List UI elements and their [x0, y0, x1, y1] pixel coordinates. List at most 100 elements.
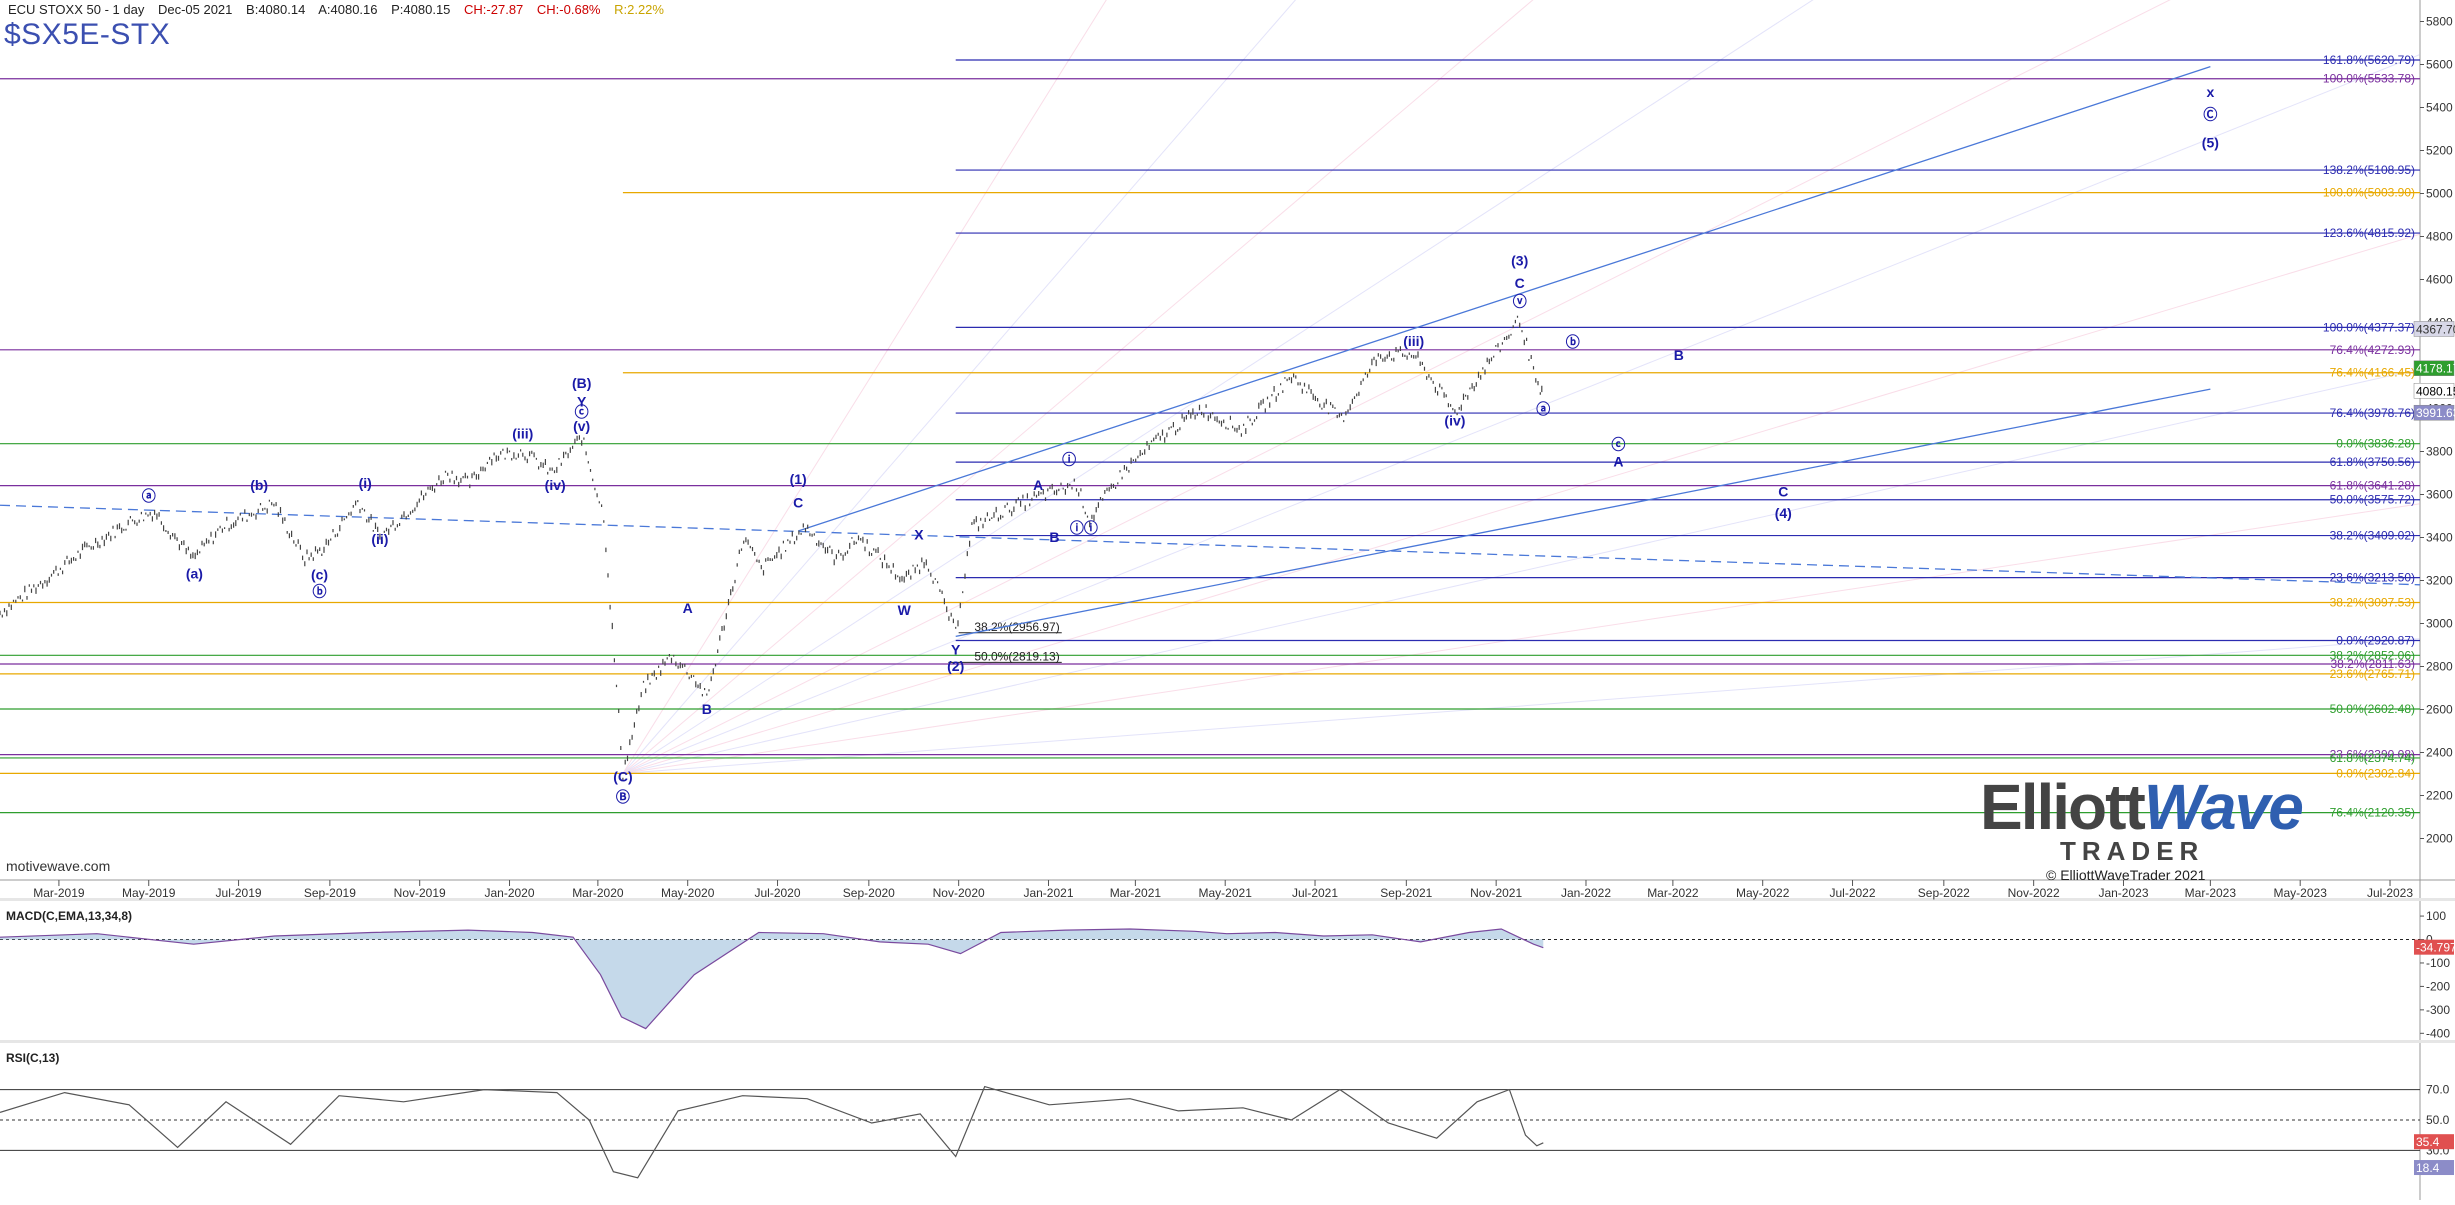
- macd-tick-label: 100: [2426, 909, 2446, 923]
- fan-line: [622, 233, 2421, 774]
- y-tick-label: 2000: [2426, 832, 2453, 846]
- logo-copyright: © ElliottWaveTrader 2021: [2046, 867, 2206, 883]
- price-tag-label: 4367.70: [2416, 322, 2455, 336]
- wave-label: Y: [951, 642, 961, 658]
- fan-line: [622, 368, 2421, 774]
- x-tick-label: Mar-2019: [33, 886, 85, 900]
- price-tag-label: 4080.15: [2416, 384, 2455, 398]
- wave-label: Ⓑ: [616, 789, 630, 805]
- y-tick-label: 3000: [2426, 617, 2453, 631]
- wave-label: (B): [572, 375, 591, 391]
- wave-label: (iv): [1444, 413, 1465, 429]
- x-tick-label: Jul-2022: [1830, 886, 1876, 900]
- fib-level-label: 38.2%(3409.02): [2330, 529, 2415, 543]
- wave-label: C: [1778, 484, 1788, 500]
- x-tick-label: May-2019: [122, 886, 176, 900]
- wave-label: ⓥ: [1513, 293, 1527, 309]
- macd-line: [0, 928, 1544, 1030]
- macd-tick-label: -200: [2426, 979, 2450, 993]
- fan-line: [622, 0, 2171, 774]
- macd-value-box: [2414, 939, 2454, 955]
- wave-label: Ⓒ: [2203, 106, 2217, 122]
- wave-label: (iii): [512, 426, 533, 442]
- x-tick-label: Sep-2019: [304, 886, 356, 900]
- x-tick-label: Jul-2019: [216, 886, 262, 900]
- fan-line: [622, 503, 2421, 774]
- fib-level-label: 61.8%(3750.56): [2330, 455, 2415, 469]
- y-tick-label: 5200: [2426, 144, 2453, 158]
- inline-fib-label: 38.2%(2956.97): [974, 620, 1059, 634]
- x-tick-label: Jul-2020: [755, 886, 801, 900]
- fib-level-label: 38.2%(2852.06): [2330, 648, 2415, 662]
- wave-label: (i): [359, 475, 372, 491]
- wave-label: W: [898, 602, 912, 618]
- y-tick-label: 5400: [2426, 101, 2453, 115]
- panel-divider-macd: [0, 898, 2455, 901]
- change-value: CH:-27.87: [464, 2, 524, 17]
- wave-label: C: [793, 494, 803, 510]
- fib-level-label: 138.2%(5108.95): [2323, 163, 2415, 177]
- trend-line-lower: [955, 388, 2211, 638]
- x-tick-label: Nov-2019: [394, 886, 446, 900]
- x-tick-label: Sep-2021: [1380, 886, 1432, 900]
- logo-wordmark: ElliottWave: [1980, 770, 2304, 844]
- wave-label: B: [702, 701, 712, 717]
- fib-level-label: 0.0%(2920.87): [2336, 634, 2415, 648]
- fib-level-label: 50.0%(2602.48): [2330, 702, 2415, 716]
- price-series: [0, 315, 1543, 781]
- price-tag-label: 4178.17: [2416, 362, 2455, 376]
- wave-label: B: [1049, 529, 1059, 545]
- y-tick-label: 3400: [2426, 531, 2453, 545]
- x-tick-label: Nov-2020: [933, 886, 985, 900]
- wave-label: A: [1613, 454, 1623, 470]
- y-tick-label: 3800: [2426, 445, 2453, 459]
- rsi-signal-value: 18.4: [2416, 1161, 2440, 1175]
- x-tick-label: Jan-2022: [1561, 886, 1611, 900]
- x-tick-label: Mar-2023: [2185, 886, 2237, 900]
- x-tick-label: Mar-2022: [1647, 886, 1699, 900]
- price-tag-box: [2413, 383, 2455, 399]
- y-tick-label: 5800: [2426, 15, 2453, 29]
- x-tick-label: Jan-2023: [2098, 886, 2148, 900]
- wave-label: ⓑ: [313, 584, 327, 600]
- x-tick-label: Jul-2023: [2367, 886, 2413, 900]
- wave-label: (2): [947, 658, 964, 674]
- wave-label: A: [683, 600, 693, 616]
- y-tick-label: 5600: [2426, 58, 2453, 72]
- fib-level-label: 161.8%(5620.79): [2323, 53, 2415, 67]
- y-tick-label: 2800: [2426, 660, 2453, 674]
- range-value: R:2.22%: [614, 2, 664, 17]
- fan-lines: [622, 0, 2421, 774]
- x-tick-label: Nov-2021: [1470, 886, 1522, 900]
- fan-line: [622, 0, 1107, 774]
- inline-fib-label: 50.0%(2819.13): [974, 649, 1059, 663]
- fib-level-label: 61.8%(2374.74): [2330, 751, 2415, 765]
- wave-label: A: [1033, 477, 1043, 493]
- macd-title: MACD(C,EMA,13,34,8): [6, 909, 132, 923]
- wave-label: Y: [577, 393, 587, 409]
- y-tick-label: 2200: [2426, 789, 2453, 803]
- ask-value: A:4080.16: [318, 2, 378, 17]
- wave-label: (iv): [545, 477, 566, 493]
- wave-label: (a): [186, 565, 203, 581]
- rsi-tick-label: 70.0: [2426, 1083, 2450, 1097]
- watermark: motivewave.com: [6, 858, 111, 874]
- rsi-signal-box: [2414, 1160, 2454, 1176]
- change-pct: CH:-0.68%: [536, 2, 601, 17]
- x-tick-label: Sep-2022: [1918, 886, 1970, 900]
- wave-label: (v): [573, 418, 590, 434]
- x-tick-label: May-2023: [2274, 886, 2328, 900]
- x-tick-label: Mar-2020: [572, 886, 624, 900]
- fib-level-label: 100.0%(5533.78): [2323, 72, 2415, 86]
- rsi-line: [0, 1085, 1544, 1179]
- last-price: P:4080.15: [391, 2, 451, 17]
- rsi-current-value: 35.4: [2416, 1135, 2440, 1149]
- fan-line: [622, 54, 2421, 774]
- symbol-title: $SX5E-STX: [4, 18, 171, 51]
- trend-line-upper: [797, 66, 2211, 532]
- fib-level-label: 123.6%(4815.92): [2323, 226, 2415, 240]
- instrument-title: ECU STOXX 50 - 1 day: [8, 2, 145, 17]
- logo-sub: TRADER: [2060, 836, 2205, 866]
- fan-line: [622, 638, 2421, 774]
